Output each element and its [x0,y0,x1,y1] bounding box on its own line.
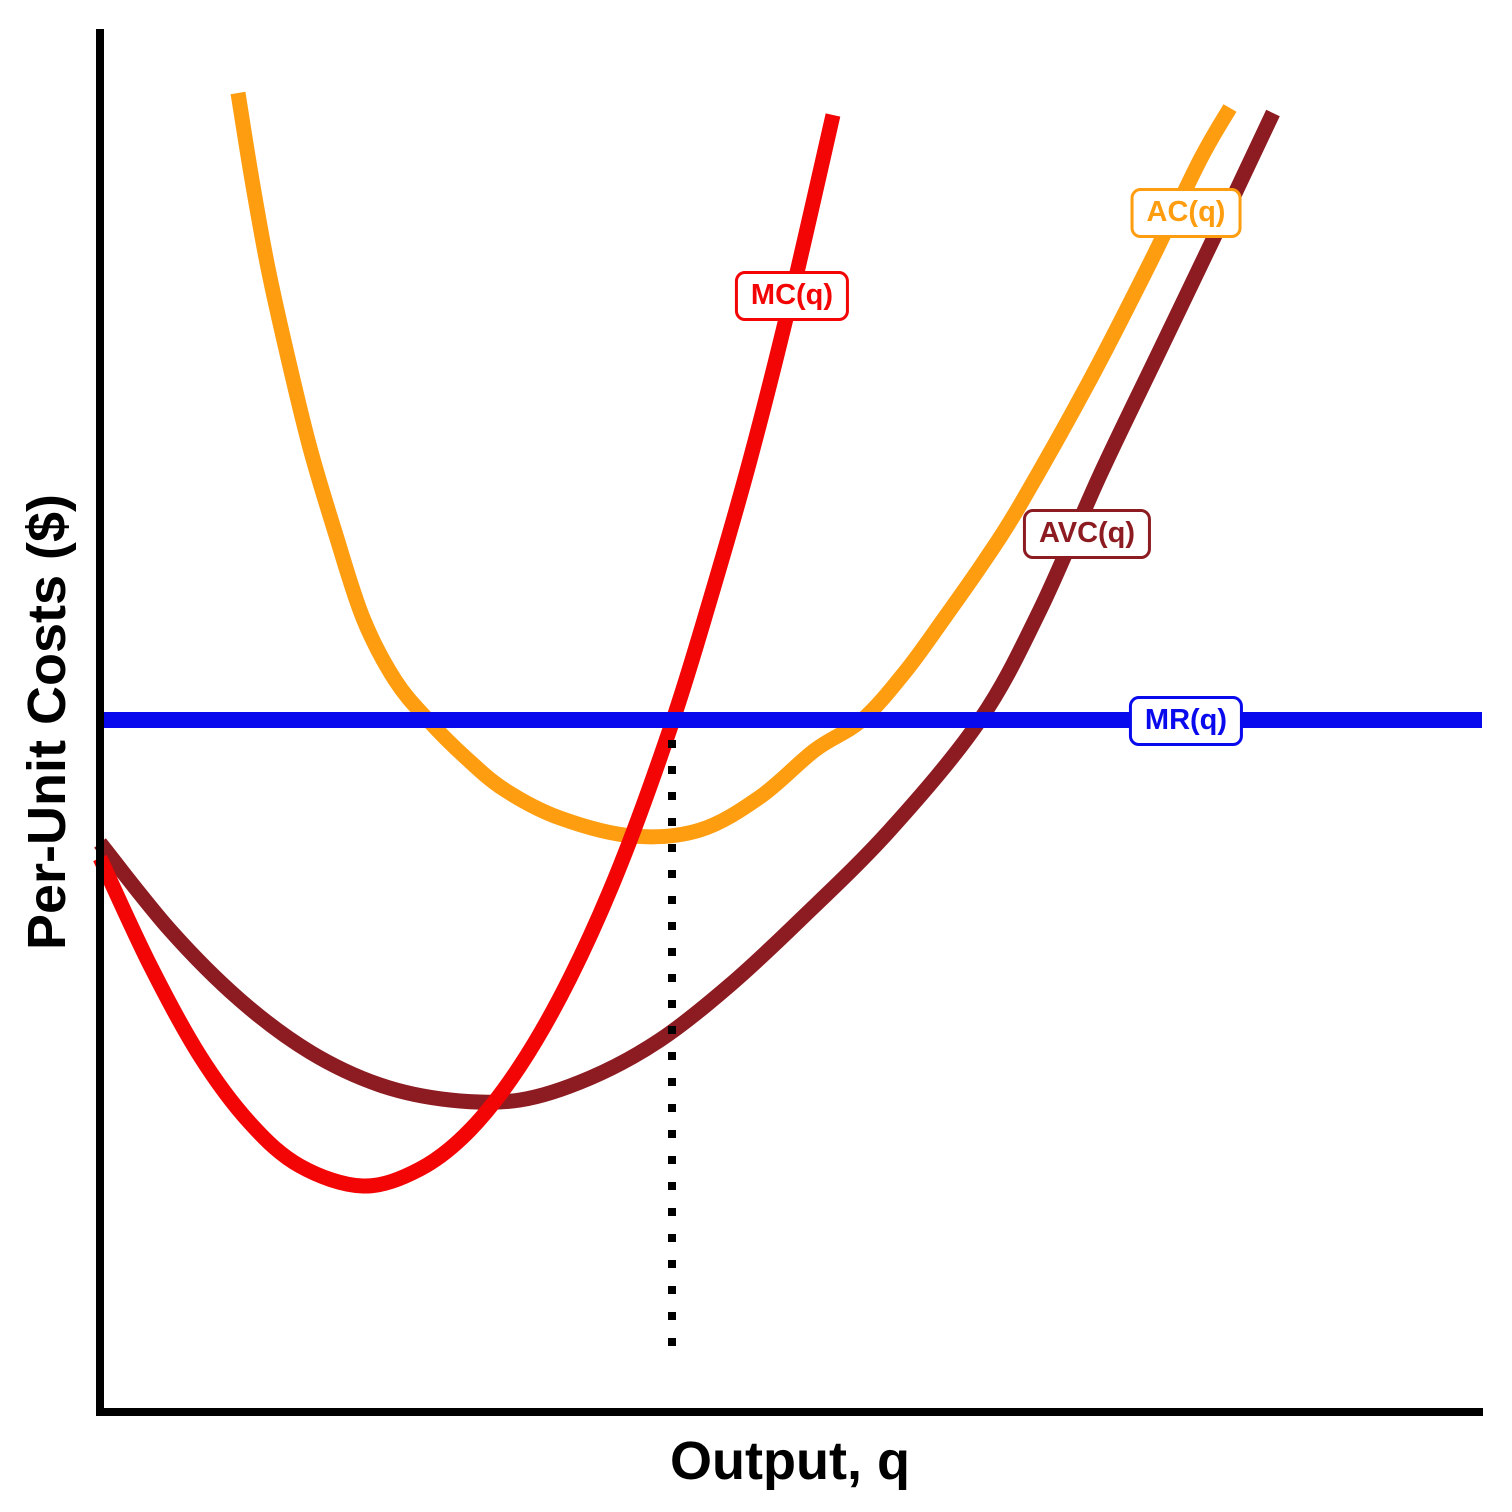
optimal-output-dotted-line-dot [668,1104,676,1112]
optimal-output-dotted-line-dot [668,766,676,774]
optimal-output-dotted-line-dot [668,1078,676,1086]
optimal-output-dotted-line-dot [668,792,676,800]
optimal-output-dotted-line-dot [668,1234,676,1242]
optimal-output-dotted-line-dot [668,1182,676,1190]
optimal-output-dotted-line-dot [668,740,676,748]
optimal-output-dotted-line-dot [668,1208,676,1216]
optimal-output-dotted-line-dot [668,948,676,956]
optimal-output-dotted-line-dot [668,1260,676,1268]
avc-curve [94,109,1280,1110]
ac-curve [230,91,1237,845]
mr-curve-label: MR(q) [1128,696,1244,746]
optimal-output-dotted-line-dot [668,818,676,826]
optimal-output-dotted-line-dot [668,1026,676,1034]
ac-curve-label: AC(q) [1130,188,1242,238]
optimal-output-dotted-line-dot [668,974,676,982]
optimal-output-dotted-line-dot [668,896,676,904]
optimal-output-dotted-line-dot [668,922,676,930]
y-axis-title: Per-Unit Costs ($) [17,493,77,951]
optimal-output-dotted-line-dot [668,1130,676,1138]
optimal-output-dotted-line-dot [668,1156,676,1164]
mc-curve [93,113,841,1194]
optimal-output-dotted-line-dot [668,1052,676,1060]
optimal-output-dotted-line-dot [668,844,676,852]
optimal-output-dotted-line-dot [668,870,676,878]
optimal-output-dotted-line-dot [668,1338,676,1346]
optimal-output-dotted-line-dot [668,1312,676,1320]
avc-curve-label: AVC(q) [1022,509,1152,559]
optimal-output-dotted-line-dot [668,1000,676,1008]
mc-curve-label: MC(q) [734,271,850,321]
x-axis-title: Output, q [670,1431,910,1491]
optimal-output-dotted-line-dot [668,1286,676,1294]
